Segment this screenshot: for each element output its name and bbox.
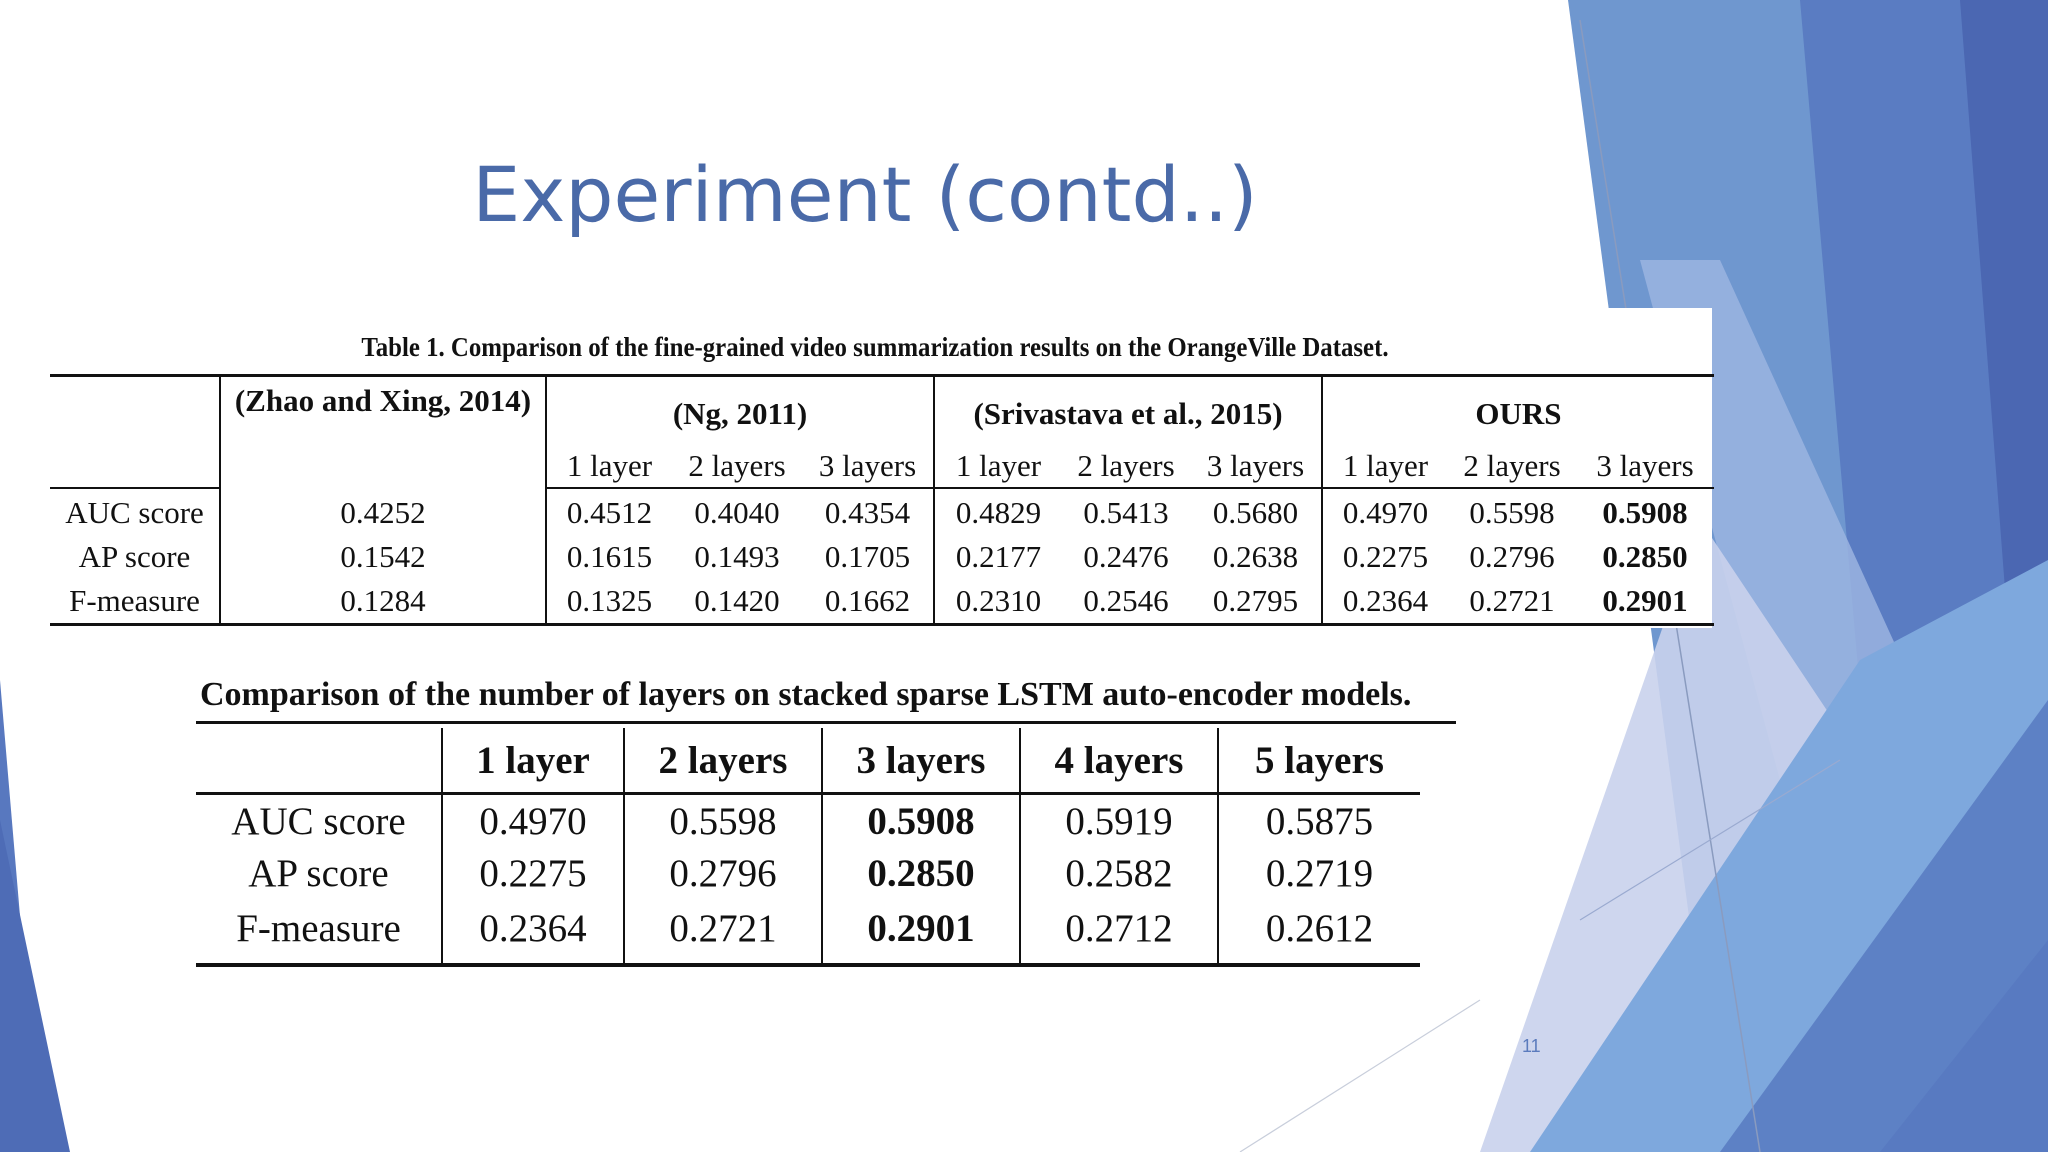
table2-cell: 0.4970 — [442, 793, 625, 847]
table2-row-f: F-measure 0.2364 0.2721 0.2901 0.2712 0.… — [196, 899, 1420, 965]
table1-cell: 0.5680 — [1190, 488, 1323, 535]
table2-header: 5 layers — [1218, 728, 1420, 795]
table1-row-label: AP score — [50, 535, 221, 579]
table2-cell-best: 0.5908 — [822, 793, 1021, 847]
table1-cell: 0.1615 — [566, 539, 653, 574]
table2-cell: 0.2719 — [1265, 851, 1374, 895]
table1-cell: 0.1325 — [566, 583, 653, 618]
bottom-thin-line — [1239, 999, 1481, 1152]
table1-sublabel: 1 layer — [934, 445, 1062, 489]
table2-header: 4 layers — [1020, 728, 1219, 795]
table1-cell: 0.1493 — [694, 539, 780, 574]
table2-header-row: 1 layer 2 layers 3 layers 4 layers 5 lay… — [196, 728, 1420, 795]
table1-sublabel: 3 layers — [1190, 445, 1323, 489]
table1-cell: 0.2638 — [1190, 535, 1323, 579]
table2-header: 2 layers — [624, 728, 823, 795]
table1-cell: 0.2796 — [1469, 539, 1555, 574]
table1-cell: 0.4354 — [802, 488, 935, 535]
table2-corner-cell — [196, 728, 443, 795]
table1-cell: 0.1284 — [220, 579, 547, 625]
bottom-right-wedge — [1720, 700, 2048, 1152]
table1-sublabel: 3 layers — [1576, 445, 1714, 489]
table1-row-label: AUC score — [50, 488, 221, 535]
table1: (Zhao and Xing, 2014) (Ng, 2011) (Srivas… — [50, 374, 1714, 626]
table1-cell: 0.2476 — [1083, 539, 1169, 574]
table2-cell: 0.2364 — [442, 899, 625, 965]
table2-header: 3 layers — [822, 728, 1021, 795]
table1-sub-header-row: 1 layer 2 layers 3 layers 1 layer 2 laye… — [50, 445, 1714, 489]
slide-number: 11 — [1522, 1036, 1541, 1056]
slide-title: Experiment (contd..) — [472, 150, 1258, 239]
table1-cell: 0.2546 — [1083, 583, 1169, 618]
table2-cell: 0.5875 — [1265, 799, 1374, 843]
table1-group-srivastava: (Srivastava et al., 2015) — [934, 375, 1323, 445]
table1-cell: 0.2177 — [955, 539, 1042, 574]
table1-row-f: F-measure 0.1284 0.1325 0.1420 0.1662 0.… — [50, 579, 1714, 625]
table1-figure: Table 1. Comparison of the fine-grained … — [38, 308, 1714, 628]
table1-cell: 0.1420 — [694, 583, 780, 618]
table1-cell: 0.2310 — [955, 583, 1042, 618]
table1-sublabel: 1 layer — [546, 445, 672, 489]
table1-cell: 0.4040 — [694, 495, 780, 530]
table1-cell: 0.4829 — [955, 495, 1042, 530]
table2-cell: 0.2721 — [624, 899, 823, 965]
table2-cell: 0.2582 — [1020, 847, 1219, 899]
table1-corner-cell — [50, 375, 221, 445]
table1-sublabel: 3 layers — [802, 445, 935, 489]
table1-cell: 0.4252 — [220, 488, 547, 535]
table2-cell: 0.2796 — [624, 847, 823, 899]
table1-group-ours: OURS — [1475, 396, 1562, 431]
table1-cell: 0.5413 — [1083, 495, 1169, 530]
table2-row-ap: AP score 0.2275 0.2796 0.2850 0.2582 0.2… — [196, 847, 1420, 899]
table1-group-ng: (Ng, 2011) — [546, 375, 935, 445]
table1-sublabel: 2 layers — [1448, 445, 1576, 489]
table1-row-ap: AP score 0.1542 0.1615 0.1493 0.1705 0.2… — [50, 535, 1714, 579]
table1-sublabel: 2 layers — [672, 445, 802, 489]
table1-cell: 0.1662 — [802, 579, 935, 625]
table1-cell: 0.2275 — [1342, 539, 1429, 574]
table2: 1 layer 2 layers 3 layers 4 layers 5 lay… — [196, 728, 1420, 967]
table1-caption: Table 1. Comparison of the fine-grained … — [361, 332, 1389, 362]
table2-cell: 0.2275 — [442, 847, 625, 899]
table1-corner-cell-lower — [50, 445, 221, 489]
table2-header: 1 layer — [442, 728, 625, 795]
table2-caption: Comparison of the number of layers on st… — [200, 676, 1412, 713]
table2-cell: 0.2712 — [1020, 899, 1219, 965]
table1-cell: 0.1705 — [802, 535, 935, 579]
table2-caption-rule — [196, 721, 1456, 724]
table1-cell: 0.2721 — [1469, 583, 1555, 618]
table1-cell: 0.2364 — [1342, 583, 1429, 618]
table1-cell-best: 0.2901 — [1602, 583, 1688, 618]
table1-group-header-row: (Zhao and Xing, 2014) (Ng, 2011) (Srivas… — [50, 375, 1714, 488]
table2-cell: 0.5919 — [1020, 793, 1219, 847]
table2-cell-best: 0.2901 — [822, 899, 1021, 965]
left-facet-dark — [0, 820, 70, 1152]
table2-row-auc: AUC score 0.4970 0.5598 0.5908 0.5919 0.… — [196, 793, 1420, 847]
table1-cell-best: 0.5908 — [1602, 495, 1688, 530]
table1-sublabel: 2 layers — [1062, 445, 1190, 489]
table1-cell-best: 0.2850 — [1602, 539, 1688, 574]
table1-cell: 0.1542 — [220, 535, 547, 579]
table2-row-label: F-measure — [196, 899, 443, 965]
table1-group-zhao: (Zhao and Xing, 2014) — [220, 375, 547, 488]
right-thin-line-2 — [1579, 759, 1841, 921]
table2-cell: 0.5598 — [624, 793, 823, 847]
table2-cell: 0.2612 — [1265, 906, 1374, 950]
table2-row-label: AP score — [196, 847, 443, 899]
table1-cell: 0.5598 — [1469, 495, 1555, 530]
table2-row-label: AUC score — [196, 793, 443, 847]
table1-cell: 0.4512 — [566, 495, 653, 530]
table1-row-label: F-measure — [50, 579, 221, 625]
table1-row-auc: AUC score 0.4252 0.4512 0.4040 0.4354 0.… — [50, 488, 1714, 535]
table1-sublabel: 1 layer — [1322, 445, 1448, 489]
table2-cell-best: 0.2850 — [822, 847, 1021, 899]
table1-cell: 0.4970 — [1342, 495, 1429, 530]
table1-cell: 0.2795 — [1190, 579, 1323, 625]
